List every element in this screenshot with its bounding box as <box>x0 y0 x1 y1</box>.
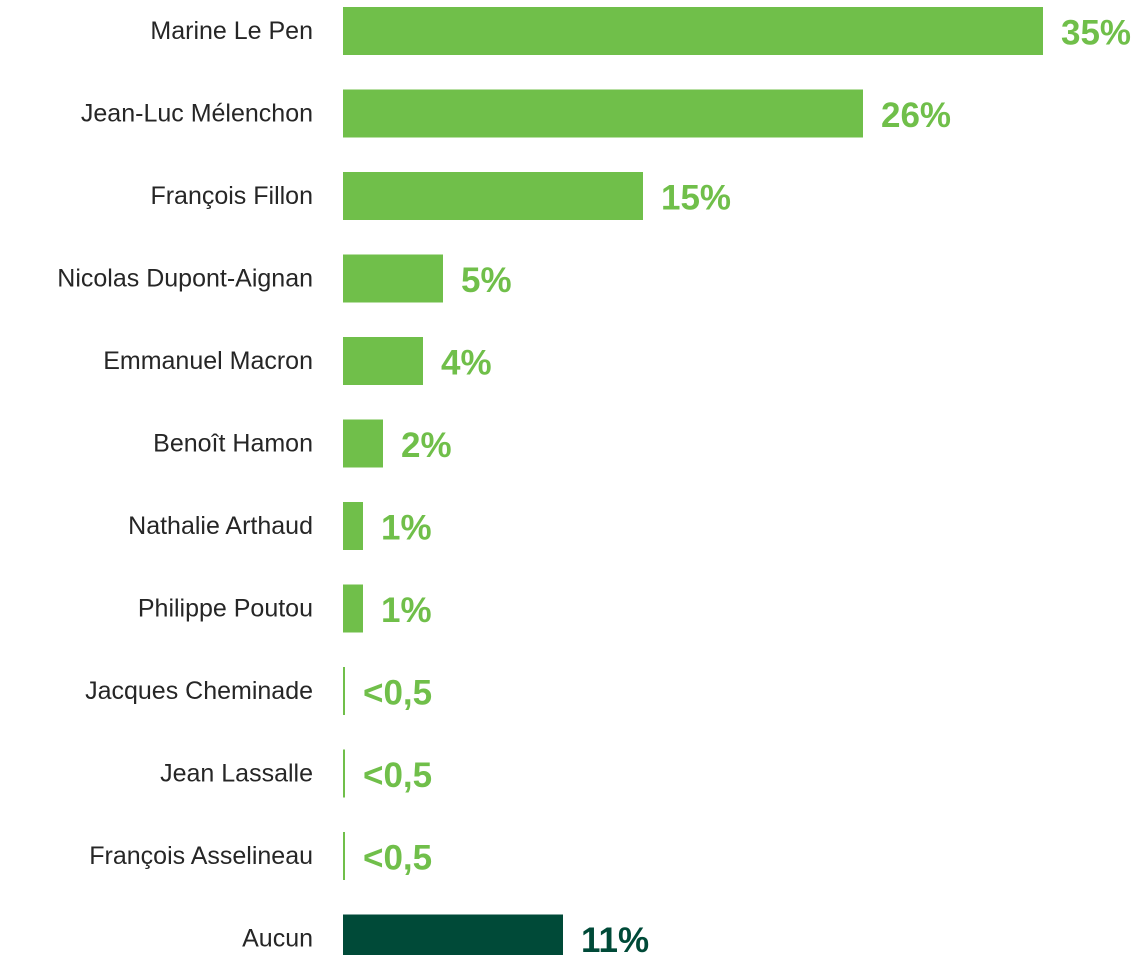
bar-0 <box>343 7 1043 55</box>
category-label: Nathalie Arthaud <box>128 512 313 540</box>
bar-2 <box>343 172 643 220</box>
category-label: François Fillon <box>150 182 313 210</box>
bar-11 <box>343 914 563 955</box>
value-label: <0,5 <box>363 756 432 795</box>
value-label: 15% <box>661 179 731 218</box>
category-label: Jean-Luc Mélenchon <box>81 100 313 128</box>
category-label: Jacques Cheminade <box>85 677 313 705</box>
bar-4 <box>343 337 423 385</box>
bars-group <box>343 7 1043 955</box>
category-label: Marine Le Pen <box>150 17 313 45</box>
category-label: Jean Lassalle <box>160 760 313 788</box>
category-label: François Asselineau <box>89 842 313 870</box>
category-label: Aucun <box>242 925 313 953</box>
value-label: 1% <box>381 509 432 548</box>
value-label: 4% <box>441 344 492 383</box>
value-label: <0,5 <box>363 839 432 878</box>
value-label: 26% <box>881 96 951 135</box>
category-label: Benoît Hamon <box>153 430 313 458</box>
bar-5 <box>343 419 383 468</box>
bar-1 <box>343 89 863 138</box>
category-label: Emmanuel Macron <box>103 347 313 375</box>
bar-8 <box>343 667 345 715</box>
value-label: 35% <box>1061 14 1131 53</box>
value-label: 11% <box>581 921 649 955</box>
bar-7 <box>343 584 363 633</box>
category-labels-group: Marine Le Pen Jean-Luc Mélenchon François … <box>57 17 313 953</box>
bar-9 <box>343 749 345 798</box>
value-labels-group: 35% 26% 15% 5% 4% 2% 1% 1% <0,5 <0,5 <0,5 11% <box>363 14 1131 955</box>
value-label: <0,5 <box>363 674 432 713</box>
value-label: 5% <box>461 261 512 300</box>
bar-6 <box>343 502 363 550</box>
value-label: 1% <box>381 591 432 630</box>
value-label: 2% <box>401 426 452 465</box>
bar-3 <box>343 254 443 303</box>
bar-10 <box>343 832 345 880</box>
category-label: Nicolas Dupont-Aignan <box>57 265 313 293</box>
category-label: Philippe Poutou <box>138 595 313 623</box>
